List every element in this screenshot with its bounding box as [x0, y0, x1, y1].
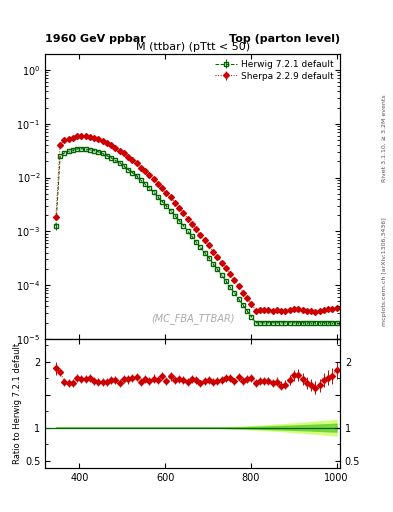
- Text: 1960 GeV ppbar: 1960 GeV ppbar: [45, 33, 146, 44]
- Title: M (ttbar) (pTtt < 50): M (ttbar) (pTtt < 50): [136, 41, 250, 52]
- Text: (MC_FBA_TTBAR): (MC_FBA_TTBAR): [151, 313, 234, 325]
- Y-axis label: Ratio to Herwig 7.2.1 default: Ratio to Herwig 7.2.1 default: [13, 343, 22, 464]
- Text: Rivet 3.1.10, ≥ 3.2M events: Rivet 3.1.10, ≥ 3.2M events: [382, 94, 387, 182]
- Text: mcplots.cern.ch [arXiv:1306.3436]: mcplots.cern.ch [arXiv:1306.3436]: [382, 217, 387, 326]
- Legend: Herwig 7.2.1 default, Sherpa 2.2.9 default: Herwig 7.2.1 default, Sherpa 2.2.9 defau…: [213, 58, 336, 82]
- Text: Top (parton level): Top (parton level): [229, 33, 340, 44]
